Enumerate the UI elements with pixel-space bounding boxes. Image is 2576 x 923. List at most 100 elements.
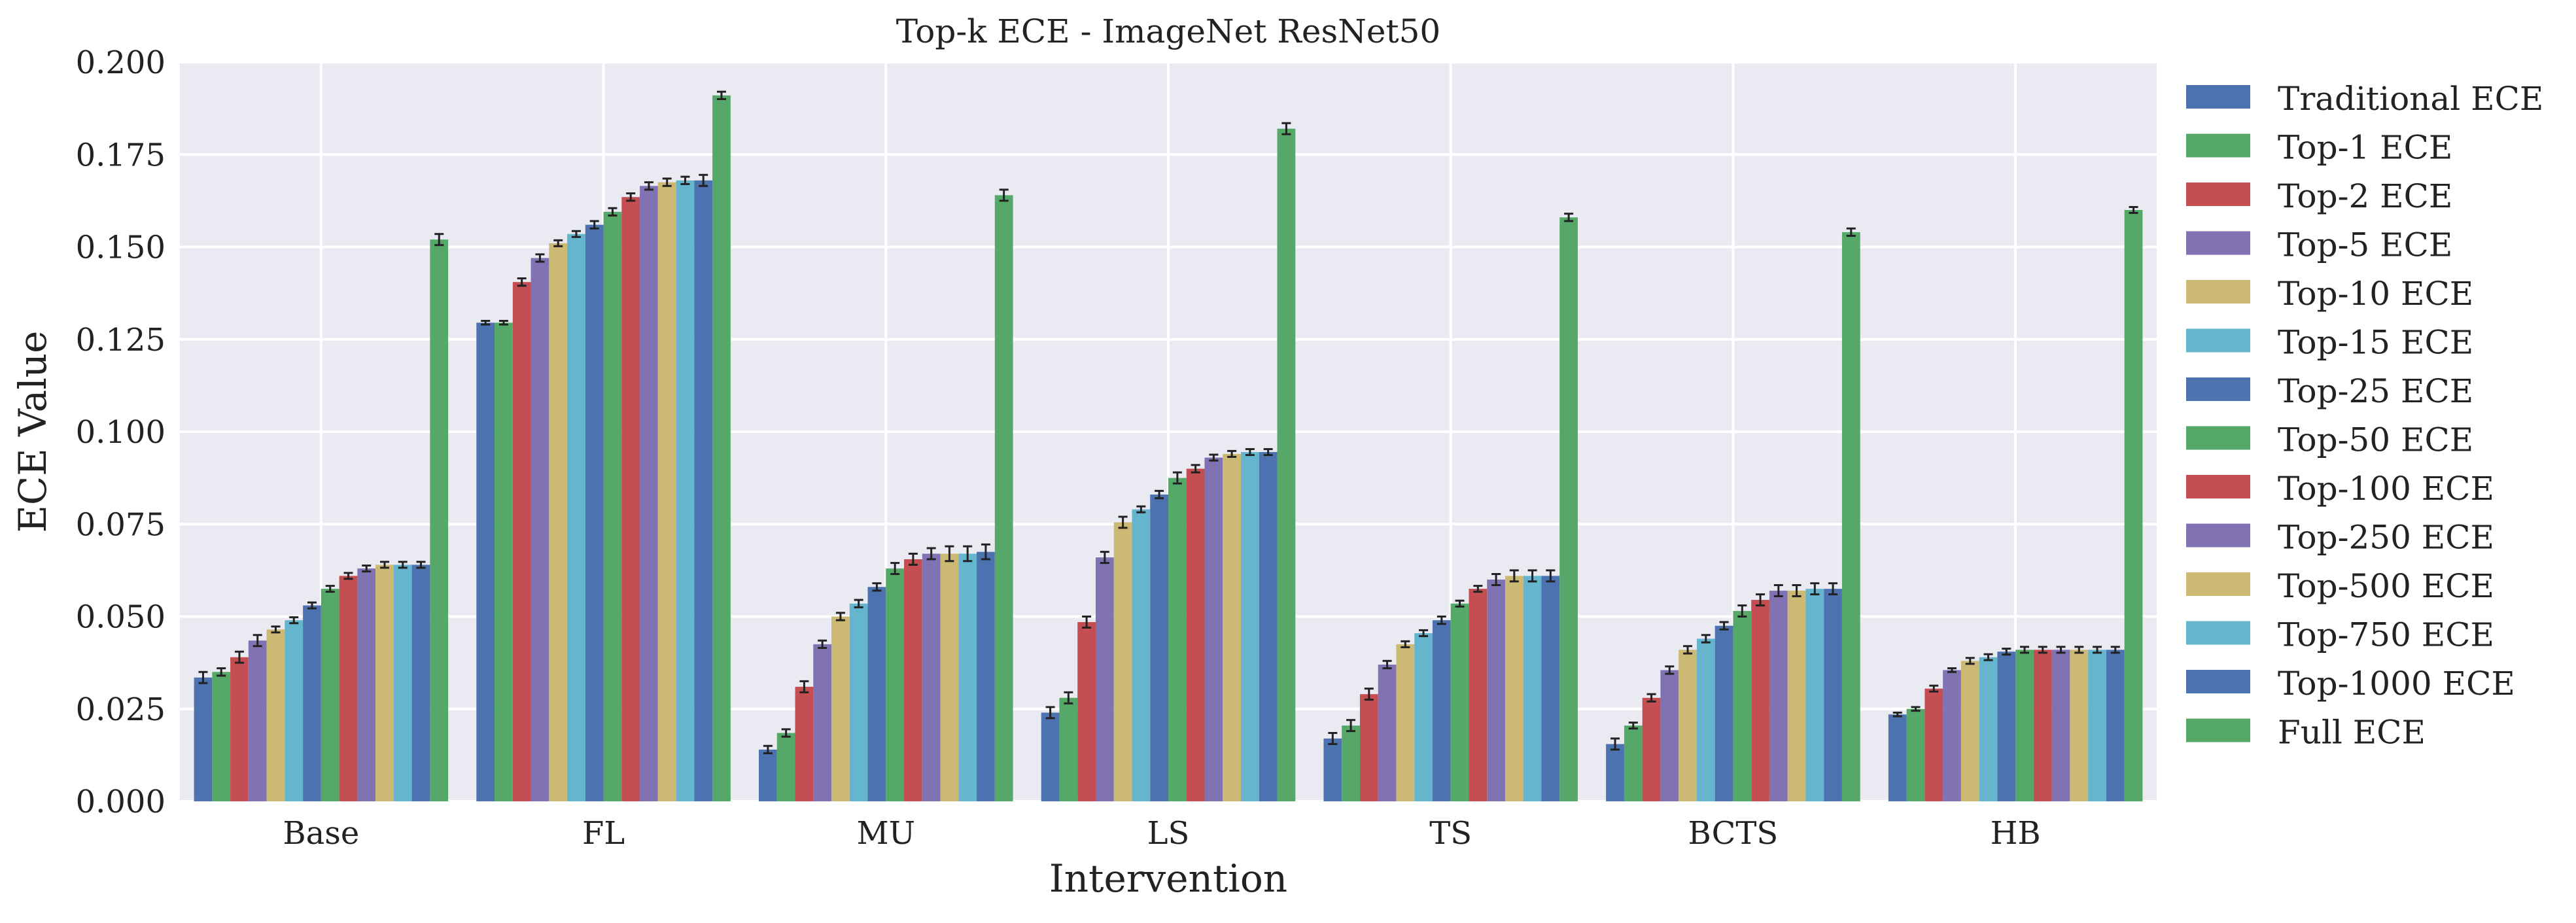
bar [1077, 621, 1096, 801]
bar [886, 568, 905, 801]
bar [1186, 468, 1205, 801]
legend-swatch [2186, 426, 2250, 450]
bar [1469, 589, 1488, 801]
legend-label: Top-25 ECE [2278, 372, 2473, 410]
bar [1132, 509, 1151, 801]
x-tick-label: HB [1991, 815, 2041, 852]
bar [512, 282, 531, 801]
y-tick-label: 0.200 [76, 44, 165, 81]
bar [1378, 664, 1397, 801]
bar [2124, 210, 2143, 801]
x-tick-label: LS [1147, 815, 1190, 852]
bar [958, 553, 977, 801]
bar [393, 565, 412, 801]
legend-swatch [2186, 231, 2250, 255]
legend-swatch [2186, 328, 2250, 353]
legend-swatch [2186, 377, 2250, 401]
y-tick-label: 0.175 [76, 137, 165, 173]
bar [1523, 576, 1542, 801]
bar [1805, 589, 1824, 801]
bar [640, 186, 658, 801]
bar [712, 95, 731, 802]
bar [1505, 576, 1523, 801]
legend-label: Top-15 ECE [2278, 324, 2473, 362]
legend-label: Top-2 ECE [2278, 177, 2452, 215]
bar [1487, 580, 1505, 801]
bar [1960, 661, 1979, 801]
bar [194, 677, 213, 801]
legend-swatch [2186, 523, 2250, 548]
bar [1277, 128, 1296, 802]
bar [676, 180, 695, 801]
bar [2033, 650, 2052, 801]
x-tick-label: Base [283, 815, 359, 852]
legend-label: Top-50 ECE [2278, 421, 2473, 459]
chart-title: Top-k ECE - ImageNet ResNet50 [896, 12, 1440, 50]
bar [1979, 657, 1998, 801]
bar [922, 553, 941, 801]
bar [339, 576, 358, 801]
x-tick-label: TS [1429, 815, 1472, 852]
bar [1733, 611, 1752, 801]
bar [849, 603, 868, 801]
legend-label: Traditional ECE [2278, 80, 2543, 118]
legend-swatch [2186, 572, 2250, 596]
bar [867, 587, 886, 801]
legend-swatch [2186, 85, 2250, 109]
bar [795, 686, 814, 801]
bar [1841, 232, 1860, 801]
bar [1606, 744, 1624, 801]
bar [759, 749, 777, 801]
bar [1359, 694, 1378, 801]
bar [1943, 670, 1961, 801]
bar [230, 657, 249, 801]
bar [1642, 697, 1661, 801]
bar [621, 197, 640, 802]
bar [2015, 650, 2034, 801]
bar [1997, 652, 2016, 801]
legend-label: Full ECE [2278, 714, 2426, 752]
legend-swatch [2186, 621, 2250, 645]
legend-swatch [2186, 718, 2250, 742]
bar [1323, 738, 1342, 801]
bar [776, 733, 795, 801]
bar [1559, 217, 1578, 801]
x-tick-label: FL [582, 815, 625, 852]
bar [285, 620, 304, 801]
bar [940, 553, 959, 801]
bar [1714, 625, 1733, 801]
bar [603, 211, 622, 801]
bar [2051, 650, 2070, 801]
bar [430, 239, 449, 801]
bar [495, 322, 513, 801]
bar [1696, 638, 1715, 801]
bar [1769, 590, 1788, 801]
bar [303, 605, 321, 801]
bar [657, 182, 676, 801]
legend-label: Top-100 ECE [2278, 470, 2494, 508]
bar [2088, 650, 2106, 801]
legend-swatch [2186, 133, 2250, 158]
bar [1059, 697, 1078, 801]
bar [977, 551, 995, 801]
bar [567, 234, 585, 802]
bar [1396, 644, 1415, 801]
bar [1204, 457, 1223, 801]
y-tick-label: 0.075 [76, 506, 165, 543]
bar [1624, 725, 1643, 801]
y-axis-label: ECE Value [10, 331, 55, 533]
y-tick-label: 0.050 [76, 599, 165, 636]
bar [1906, 708, 1925, 801]
bar [549, 243, 568, 802]
bar [1223, 453, 1242, 801]
bar [904, 559, 922, 801]
legend-swatch [2186, 183, 2250, 206]
x-axis-label: Intervention [1049, 856, 1287, 901]
x-tick-label: MU [856, 815, 915, 852]
bar [248, 640, 267, 801]
bar [321, 589, 339, 801]
bar [1924, 688, 1943, 801]
y-tick-label: 0.025 [76, 691, 165, 728]
bar [411, 565, 430, 801]
bar [1824, 589, 1842, 801]
